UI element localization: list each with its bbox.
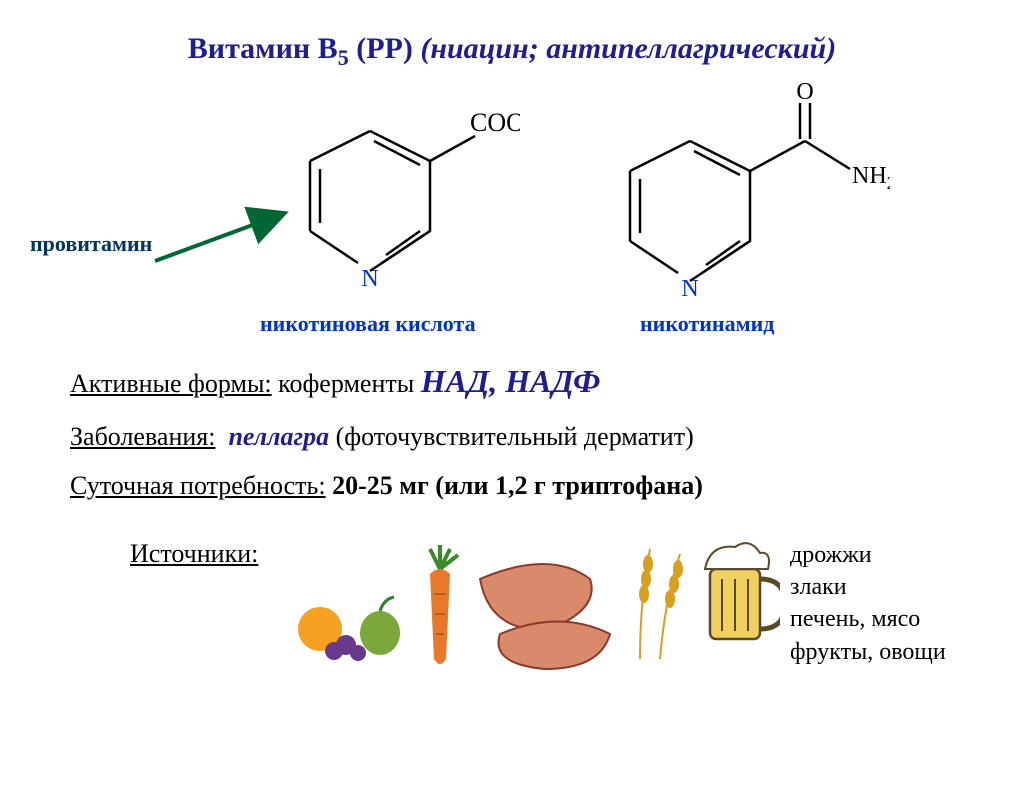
sources-list: дрожжи злаки печень, мясо фрукты, овощи [790,539,946,669]
source-item: печень, мясо [790,603,946,635]
title-italic: (ниацин; антипеллагрический) [420,32,836,65]
sources-label: Источники: [130,539,258,569]
wheat-icon [639,549,683,659]
food-icons [290,519,780,679]
info-block: Активные формы: коферменты НАД, НАДФ Заб… [70,351,1024,511]
nicotinic-acid-structure: N COO− [290,91,520,301]
active-forms-line: Активные формы: коферменты НАД, НАДФ [70,351,1024,412]
carrot-icon [430,545,458,664]
disease-name: пеллагра [228,422,329,451]
arrow-icon [150,201,310,281]
svg-text:NH2: NH2 [852,163,890,193]
svg-text:N: N [361,266,378,292]
molecules-area: провитамин N COO− [0,81,1024,321]
daily-line: Суточная потребность: 20-25 мг (или 1,2 … [70,461,1024,510]
nicotinamide-label: никотинамид [640,311,774,337]
liver-icon [480,564,610,669]
sources-row: Источники: [0,519,1024,689]
source-item: злаки [790,571,946,603]
page-title: Витамин B5 (PP) (ниацин; антипеллагричес… [0,32,1024,71]
source-item: фрукты, овощи [790,636,946,668]
beer-icon [705,543,780,639]
daily-value: 20-25 мг (или 1,2 г триптофана) [326,471,703,500]
fruits-icon [298,597,400,661]
provitamin-label: провитамин [30,231,152,257]
svg-text:COO−: COO− [470,104,520,137]
svg-text:N: N [681,276,698,302]
active-forms-text: коферменты [272,369,421,398]
nicotinamide-structure: N O NH2 [610,81,890,311]
diseases-label: Заболевания: [70,422,215,451]
disease-note: (фоточувствительный дерматит) [329,422,694,451]
coenzymes: НАД, НАДФ [421,363,601,399]
nicotinic-acid-label: никотиновая кислота [260,311,476,337]
daily-label: Суточная потребность: [70,471,326,500]
active-forms-label: Активные формы: [70,369,272,398]
title-prefix: Витамин B [188,32,338,65]
svg-text:O: O [796,81,813,105]
source-item: дрожжи [790,539,946,571]
title-subscript: 5 [338,45,349,70]
title-mid: (PP) [349,32,421,65]
diseases-line: Заболевания: пеллагра (фоточувствительны… [70,412,1024,461]
